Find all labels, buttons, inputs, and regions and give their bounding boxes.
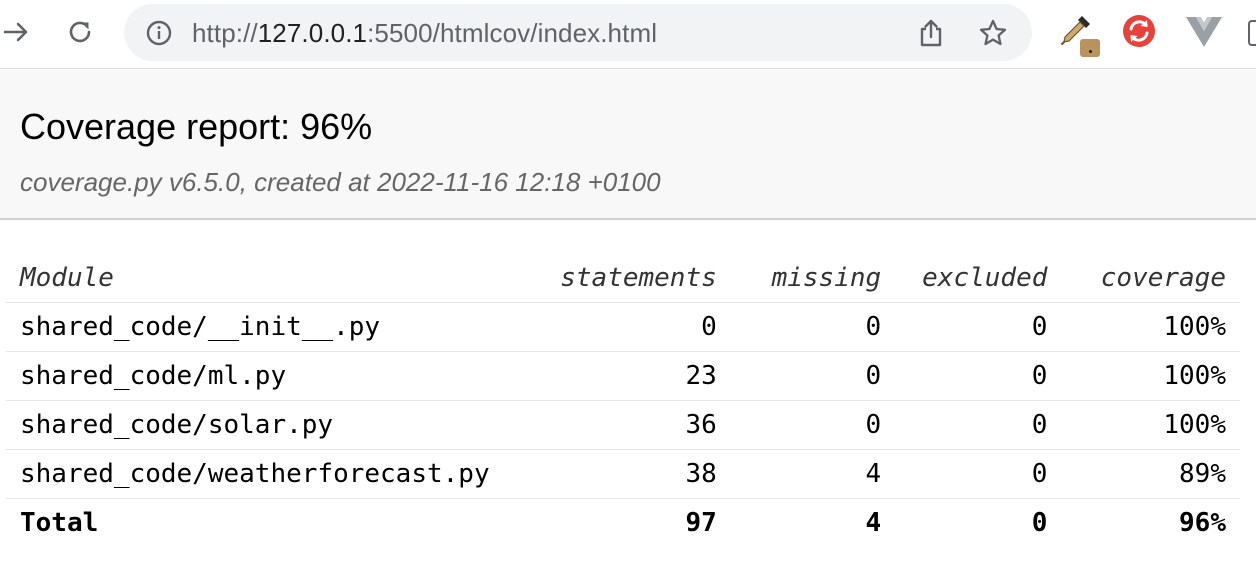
missing-cell: 0 [730, 351, 896, 401]
statements-cell: 23 [546, 351, 731, 401]
table-row: shared_code/weatherforecast.py 38 4 0 89… [6, 449, 1240, 499]
missing-cell: 0 [730, 400, 896, 450]
excluded-cell: 0 [895, 449, 1062, 499]
missing-cell: 0 [730, 302, 896, 352]
share-icon[interactable] [917, 18, 945, 48]
total-statements: 97 [685, 507, 717, 538]
column-header-module[interactable]: Module [6, 254, 547, 303]
column-header-missing[interactable]: missing [730, 254, 896, 303]
statements-cell: 36 [546, 400, 731, 450]
column-header-statements[interactable]: statements [546, 254, 731, 303]
eyedropper-icon [1061, 16, 1090, 45]
missing-cell: 4 [730, 449, 896, 499]
vue-devtools-extension-button[interactable] [1184, 12, 1228, 58]
sync-icon [1123, 15, 1155, 47]
reload-button[interactable] [60, 12, 100, 52]
page-title: Coverage report: 96% [20, 106, 373, 147]
total-row: Total 97 4 0 96% [6, 498, 1240, 547]
total-excluded: 0 [1031, 507, 1048, 538]
coverage-table: Module statements missing excluded cover… [6, 254, 1240, 547]
total-coverage: 96% [1179, 507, 1226, 538]
table-header-row: Module statements missing excluded cover… [6, 254, 1240, 303]
forward-button[interactable] [0, 12, 36, 52]
side-panel-icon[interactable] [1248, 20, 1256, 46]
excluded-cell: 0 [895, 400, 1062, 450]
table-row: shared_code/__init__.py 0 0 0 100% [6, 302, 1240, 352]
browser-toolbar: http://127.0.0.1:5500/htmlcov/index.html [0, 0, 1256, 69]
url-path: :5500/htmlcov/index.html [367, 18, 658, 48]
statements-cell: 0 [546, 302, 731, 352]
coverage-cell: 89% [1061, 449, 1240, 499]
url-host: 127.0.0.1 [257, 18, 368, 48]
info-icon[interactable] [146, 20, 172, 46]
report-header: Coverage report: 96% coverage.py v6.5.0,… [0, 70, 1256, 220]
url-scheme: http:// [192, 18, 258, 48]
reload-icon [69, 21, 91, 43]
module-link[interactable]: shared_code/solar.py [6, 400, 547, 450]
column-header-excluded[interactable]: excluded [895, 254, 1062, 303]
url-text[interactable]: http://127.0.0.1:5500/htmlcov/index.html [192, 18, 657, 48]
excluded-cell: 0 [895, 351, 1062, 401]
table-row: shared_code/solar.py 36 0 0 100% [6, 400, 1240, 450]
extension-badge [1080, 39, 1100, 57]
column-header-coverage[interactable]: coverage [1061, 254, 1240, 303]
module-link[interactable]: shared_code/weatherforecast.py [6, 449, 547, 499]
report-subtitle: coverage.py v6.5.0, created at 2022-11-1… [20, 167, 661, 197]
excluded-cell: 0 [895, 302, 1062, 352]
module-link[interactable]: shared_code/ml.py [6, 351, 547, 401]
star-icon[interactable] [978, 18, 1008, 48]
total-label: Total [20, 507, 99, 538]
coverage-cell: 100% [1061, 351, 1240, 401]
coverage-cell: 100% [1061, 302, 1240, 352]
total-missing: 4 [865, 507, 882, 538]
vue-devtools-icon [1186, 17, 1222, 47]
module-link[interactable]: shared_code/__init__.py [6, 302, 547, 352]
table-row: shared_code/ml.py 23 0 0 100% [6, 351, 1240, 401]
arrow-right-icon [3, 22, 28, 42]
statements-cell: 38 [546, 449, 731, 499]
coverage-cell: 100% [1061, 400, 1240, 450]
address-bar[interactable]: http://127.0.0.1:5500/htmlcov/index.html [124, 4, 1032, 61]
eyedropper-extension-button[interactable] [1058, 12, 1102, 58]
sync-extension-button[interactable] [1120, 12, 1164, 58]
